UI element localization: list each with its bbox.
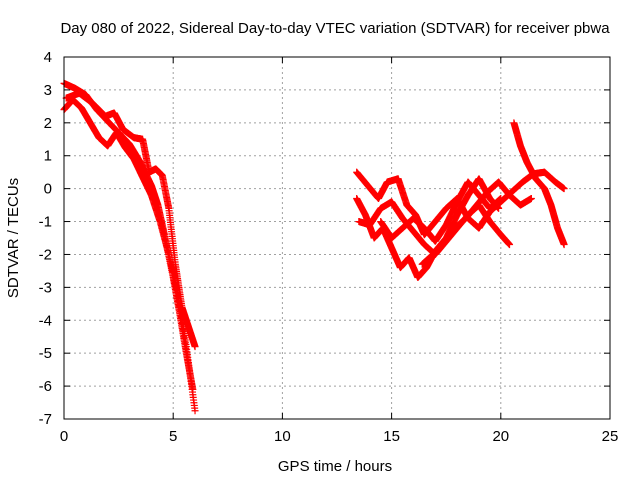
x-axis-label: GPS time / hours xyxy=(278,458,392,475)
y-tick-label: -1 xyxy=(39,214,52,231)
x-tick-label: 20 xyxy=(492,428,509,445)
y-tick-label: 4 xyxy=(44,49,52,66)
x-tick-labels: 0 5 10 15 20 25 xyxy=(60,428,619,445)
y-tick-label: -3 xyxy=(39,279,52,296)
data-points xyxy=(60,79,568,415)
series-pass-2 xyxy=(60,96,199,415)
plot-frame xyxy=(63,56,611,420)
data-point xyxy=(191,407,199,415)
grid-lines xyxy=(64,57,610,419)
chart-title: Day 080 of 2022, Sidereal Day-to-day VTE… xyxy=(60,20,610,37)
data-point xyxy=(560,185,568,193)
y-tick-label: 1 xyxy=(44,148,52,165)
y-tick-label: -2 xyxy=(39,246,52,263)
y-tick-labels: -7 -6 -5 -4 -3 -2 -1 0 1 2 3 4 xyxy=(39,49,52,428)
x-tick-label: 10 xyxy=(274,428,291,445)
data-point xyxy=(495,204,503,212)
x-tick-label: 15 xyxy=(383,428,400,445)
series-pass-1 xyxy=(60,79,197,393)
x-tick-label: 25 xyxy=(602,428,619,445)
y-tick-label: 0 xyxy=(44,181,52,198)
y-tick-label: -7 xyxy=(39,411,52,428)
axis-ticks xyxy=(63,56,611,420)
series-pass-3 xyxy=(62,89,199,351)
data-point xyxy=(191,343,199,351)
x-tick-label: 5 xyxy=(169,428,177,445)
y-tick-label: -4 xyxy=(39,312,52,329)
y-tick-label: 3 xyxy=(44,82,52,99)
x-tick-label: 0 xyxy=(60,428,68,445)
y-tick-label: 2 xyxy=(44,115,52,132)
y-tick-label: -5 xyxy=(39,345,52,362)
y-tick-label: -6 xyxy=(39,378,52,395)
y-axis-label: SDTVAR / TECUs xyxy=(5,178,22,298)
